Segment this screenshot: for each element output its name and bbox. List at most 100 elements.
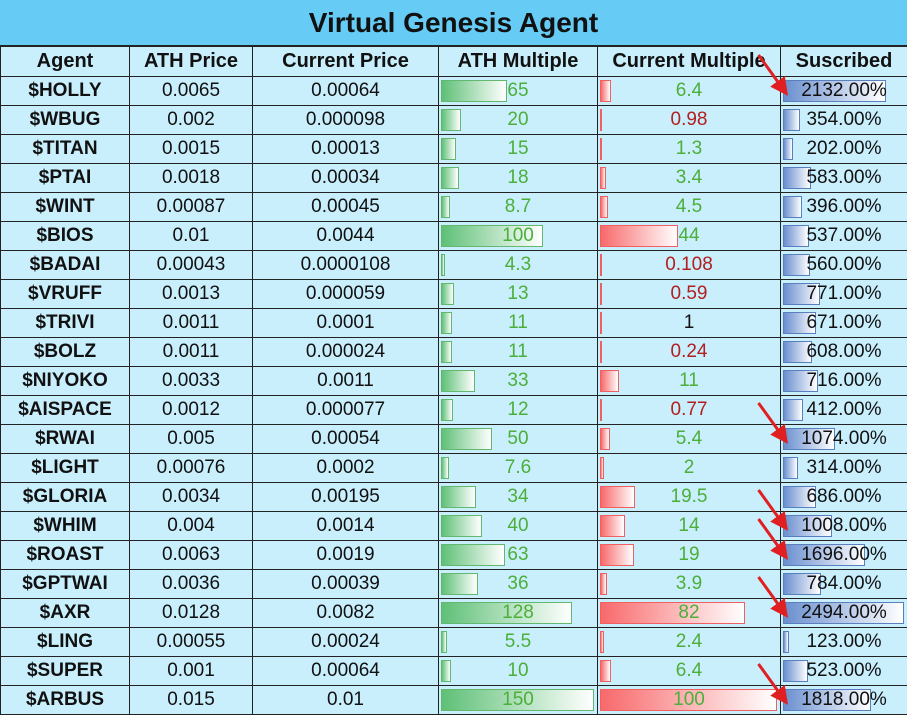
- ath-price-cell[interactable]: 0.00076: [129, 453, 253, 483]
- current-multiple-cell[interactable]: 19: [597, 540, 781, 570]
- current-multiple-cell[interactable]: 6.4: [597, 76, 781, 106]
- subscribed-cell[interactable]: 560.00%: [780, 250, 907, 280]
- current-price-cell[interactable]: 0.00024: [252, 627, 439, 657]
- current-multiple-cell[interactable]: 11: [597, 366, 781, 396]
- current-price-cell[interactable]: 0.000077: [252, 395, 439, 425]
- current-price-cell[interactable]: 0.00064: [252, 656, 439, 686]
- ath-price-cell[interactable]: 0.00087: [129, 192, 253, 222]
- agent-cell[interactable]: $AXR: [0, 598, 130, 628]
- agent-cell[interactable]: $LIGHT: [0, 453, 130, 483]
- current-multiple-cell[interactable]: 6.4: [597, 656, 781, 686]
- subscribed-cell[interactable]: 686.00%: [780, 482, 907, 512]
- current-multiple-cell[interactable]: 0.59: [597, 279, 781, 309]
- ath-price-cell[interactable]: 0.015: [129, 685, 253, 715]
- ath-price-cell[interactable]: 0.0011: [129, 308, 253, 338]
- ath-multiple-cell[interactable]: 34: [438, 482, 598, 512]
- ath-multiple-cell[interactable]: 36: [438, 569, 598, 599]
- current-multiple-cell[interactable]: 2.4: [597, 627, 781, 657]
- agent-cell[interactable]: $TRIVI: [0, 308, 130, 338]
- subscribed-cell[interactable]: 537.00%: [780, 221, 907, 251]
- subscribed-cell[interactable]: 771.00%: [780, 279, 907, 309]
- header-subscribed[interactable]: Suscribed: [780, 46, 907, 77]
- agent-cell[interactable]: $GLORIA: [0, 482, 130, 512]
- current-price-cell[interactable]: 0.0014: [252, 511, 439, 541]
- agent-cell[interactable]: $WHIM: [0, 511, 130, 541]
- subscribed-cell[interactable]: 2132.00%: [780, 76, 907, 106]
- ath-multiple-cell[interactable]: 40: [438, 511, 598, 541]
- subscribed-cell[interactable]: 354.00%: [780, 105, 907, 135]
- ath-price-cell[interactable]: 0.0065: [129, 76, 253, 106]
- current-multiple-cell[interactable]: 5.4: [597, 424, 781, 454]
- subscribed-cell[interactable]: 1696.00%: [780, 540, 907, 570]
- agent-cell[interactable]: $HOLLY: [0, 76, 130, 106]
- ath-price-cell[interactable]: 0.0034: [129, 482, 253, 512]
- header-current-multiple[interactable]: Current Multiple: [597, 46, 781, 77]
- subscribed-cell[interactable]: 583.00%: [780, 163, 907, 193]
- ath-price-cell[interactable]: 0.0033: [129, 366, 253, 396]
- agent-cell[interactable]: $BOLZ: [0, 337, 130, 367]
- subscribed-cell[interactable]: 2494.00%: [780, 598, 907, 628]
- current-multiple-cell[interactable]: 44: [597, 221, 781, 251]
- current-multiple-cell[interactable]: 0.77: [597, 395, 781, 425]
- current-multiple-cell[interactable]: 1.3: [597, 134, 781, 164]
- current-multiple-cell[interactable]: 4.5: [597, 192, 781, 222]
- current-multiple-cell[interactable]: 82: [597, 598, 781, 628]
- subscribed-cell[interactable]: 123.00%: [780, 627, 907, 657]
- current-multiple-cell[interactable]: 14: [597, 511, 781, 541]
- subscribed-cell[interactable]: 784.00%: [780, 569, 907, 599]
- ath-price-cell[interactable]: 0.0011: [129, 337, 253, 367]
- header-agent[interactable]: Agent: [0, 46, 130, 77]
- agent-cell[interactable]: $NIYOKO: [0, 366, 130, 396]
- current-price-cell[interactable]: 0.0011: [252, 366, 439, 396]
- agent-cell[interactable]: $LING: [0, 627, 130, 657]
- subscribed-cell[interactable]: 202.00%: [780, 134, 907, 164]
- agent-cell[interactable]: $TITAN: [0, 134, 130, 164]
- header-ath-price[interactable]: ATH Price: [129, 46, 253, 77]
- ath-multiple-cell[interactable]: 12: [438, 395, 598, 425]
- ath-price-cell[interactable]: 0.0018: [129, 163, 253, 193]
- subscribed-cell[interactable]: 716.00%: [780, 366, 907, 396]
- ath-multiple-cell[interactable]: 18: [438, 163, 598, 193]
- ath-multiple-cell[interactable]: 4.3: [438, 250, 598, 280]
- ath-price-cell[interactable]: 0.002: [129, 105, 253, 135]
- ath-price-cell[interactable]: 0.00043: [129, 250, 253, 280]
- ath-price-cell[interactable]: 0.004: [129, 511, 253, 541]
- ath-price-cell[interactable]: 0.0012: [129, 395, 253, 425]
- ath-multiple-cell[interactable]: 7.6: [438, 453, 598, 483]
- ath-multiple-cell[interactable]: 11: [438, 308, 598, 338]
- current-price-cell[interactable]: 0.0082: [252, 598, 439, 628]
- header-ath-multiple[interactable]: ATH Multiple: [438, 46, 598, 77]
- ath-multiple-cell[interactable]: 10: [438, 656, 598, 686]
- ath-multiple-cell[interactable]: 33: [438, 366, 598, 396]
- current-multiple-cell[interactable]: 0.98: [597, 105, 781, 135]
- ath-multiple-cell[interactable]: 50: [438, 424, 598, 454]
- ath-price-cell[interactable]: 0.0013: [129, 279, 253, 309]
- current-price-cell[interactable]: 0.0002: [252, 453, 439, 483]
- current-price-cell[interactable]: 0.00013: [252, 134, 439, 164]
- ath-price-cell[interactable]: 0.001: [129, 656, 253, 686]
- current-price-cell[interactable]: 0.000059: [252, 279, 439, 309]
- subscribed-cell[interactable]: 1818.00%: [780, 685, 907, 715]
- ath-multiple-cell[interactable]: 15: [438, 134, 598, 164]
- current-price-cell[interactable]: 0.00195: [252, 482, 439, 512]
- header-current-price[interactable]: Current Price: [252, 46, 439, 77]
- ath-price-cell[interactable]: 0.01: [129, 221, 253, 251]
- subscribed-cell[interactable]: 671.00%: [780, 308, 907, 338]
- subscribed-cell[interactable]: 523.00%: [780, 656, 907, 686]
- ath-multiple-cell[interactable]: 100: [438, 221, 598, 251]
- agent-cell[interactable]: $ARBUS: [0, 685, 130, 715]
- agent-cell[interactable]: $WINT: [0, 192, 130, 222]
- subscribed-cell[interactable]: 1074.00%: [780, 424, 907, 454]
- ath-multiple-cell[interactable]: 20: [438, 105, 598, 135]
- current-multiple-cell[interactable]: 0.108: [597, 250, 781, 280]
- subscribed-cell[interactable]: 396.00%: [780, 192, 907, 222]
- agent-cell[interactable]: $RWAI: [0, 424, 130, 454]
- subscribed-cell[interactable]: 608.00%: [780, 337, 907, 367]
- current-price-cell[interactable]: 0.0000108: [252, 250, 439, 280]
- ath-price-cell[interactable]: 0.005: [129, 424, 253, 454]
- current-multiple-cell[interactable]: 0.24: [597, 337, 781, 367]
- agent-cell[interactable]: $GPTWAI: [0, 569, 130, 599]
- subscribed-cell[interactable]: 1008.00%: [780, 511, 907, 541]
- current-price-cell[interactable]: 0.00064: [252, 76, 439, 106]
- ath-multiple-cell[interactable]: 13: [438, 279, 598, 309]
